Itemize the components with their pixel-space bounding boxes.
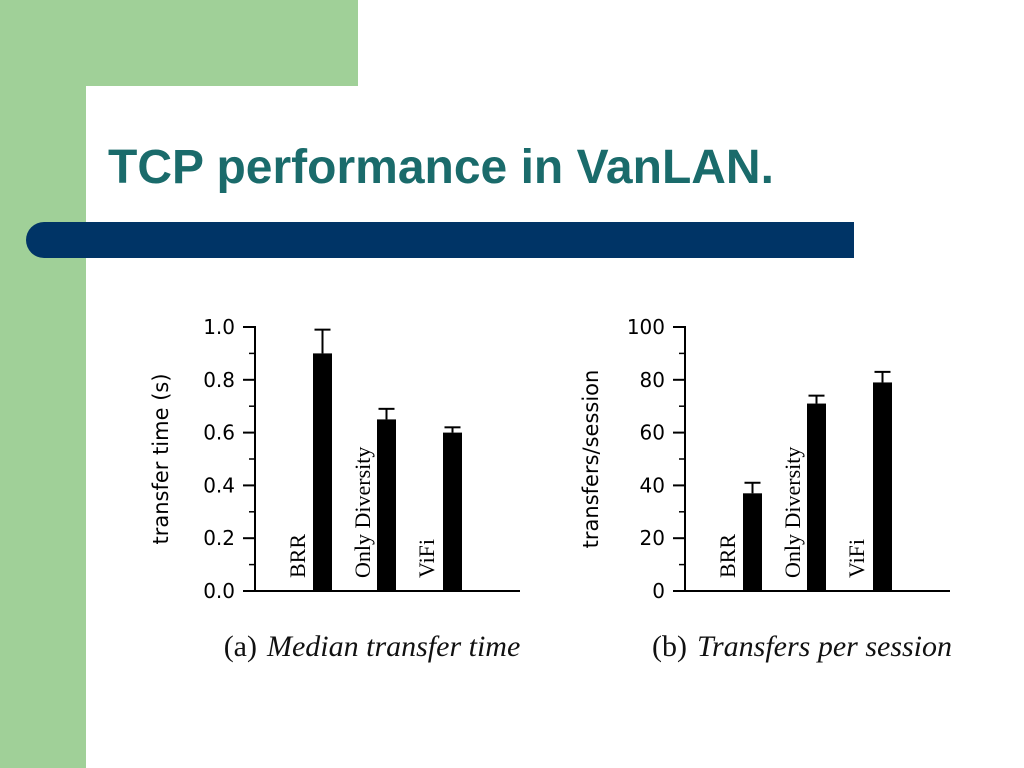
chart-b-category-label-2: ViFi (844, 539, 869, 578)
chart-b-caption: (b) Transfers per session (652, 630, 952, 663)
chart-a-y-axis-label: transfer time (s) (149, 373, 173, 544)
side-panel (0, 0, 86, 768)
chart-transfers-per-session: 0 20 40 60 80 100 transfers/session BRR Only Div… (579, 315, 952, 663)
chart-b-y-tick-label: 80 (640, 368, 665, 392)
chart-b-category-label-1: Only Diversity (780, 447, 805, 578)
chart-a-caption: (a) Median transfer time (224, 630, 521, 663)
chart-a-y-tick-label: 0.2 (203, 526, 235, 550)
chart-a-category-label-1: Only Diversity (350, 447, 375, 578)
slide-title: TCP performance in VanLAN. (108, 141, 774, 194)
top-side-panel (0, 0, 358, 86)
chart-b-category-label-0: BRR (715, 534, 740, 578)
chart-b-y-tick-label: 60 (640, 421, 665, 445)
content-panel (86, 86, 1024, 768)
chart-a-bar-1 (377, 419, 396, 591)
chart-a-category-label-0: BRR (285, 534, 310, 578)
chart-a-y-tick-label: 0.6 (203, 421, 235, 445)
chart-b-bar-0 (743, 493, 762, 591)
chart-a-y-tick-label: 1.0 (203, 315, 235, 339)
chart-b-caption-text: Transfers per session (697, 630, 952, 663)
title-underline-bar (26, 222, 854, 258)
chart-median-transfer-time: 0.0 0.2 0.4 0.6 0.8 1.0 transfer time (s) BRR On… (149, 315, 521, 663)
chart-b-y-tick-label: 0 (652, 579, 665, 603)
chart-b-y-tick-label: 20 (640, 526, 665, 550)
chart-b-y-tick-label: 100 (627, 315, 665, 339)
chart-a-bar-0 (313, 353, 332, 591)
chart-a-category-label-2: ViFi (414, 539, 439, 578)
chart-b-bar-1 (807, 403, 826, 591)
chart-b-bar-2 (873, 382, 892, 591)
chart-a-caption-prefix: (a) (224, 630, 257, 663)
chart-a-caption-text: Median transfer time (266, 630, 520, 663)
chart-a-y-tick-label: 0.0 (203, 579, 235, 603)
chart-a-y-tick-label: 0.4 (203, 473, 235, 497)
chart-b-y-axis-label: transfers/session (579, 370, 603, 549)
chart-a-y-tick-label: 0.8 (203, 368, 235, 392)
chart-b-y-tick-label: 40 (640, 473, 665, 497)
chart-b-caption-prefix: (b) (652, 630, 687, 663)
chart-a-bar-2 (443, 432, 462, 591)
